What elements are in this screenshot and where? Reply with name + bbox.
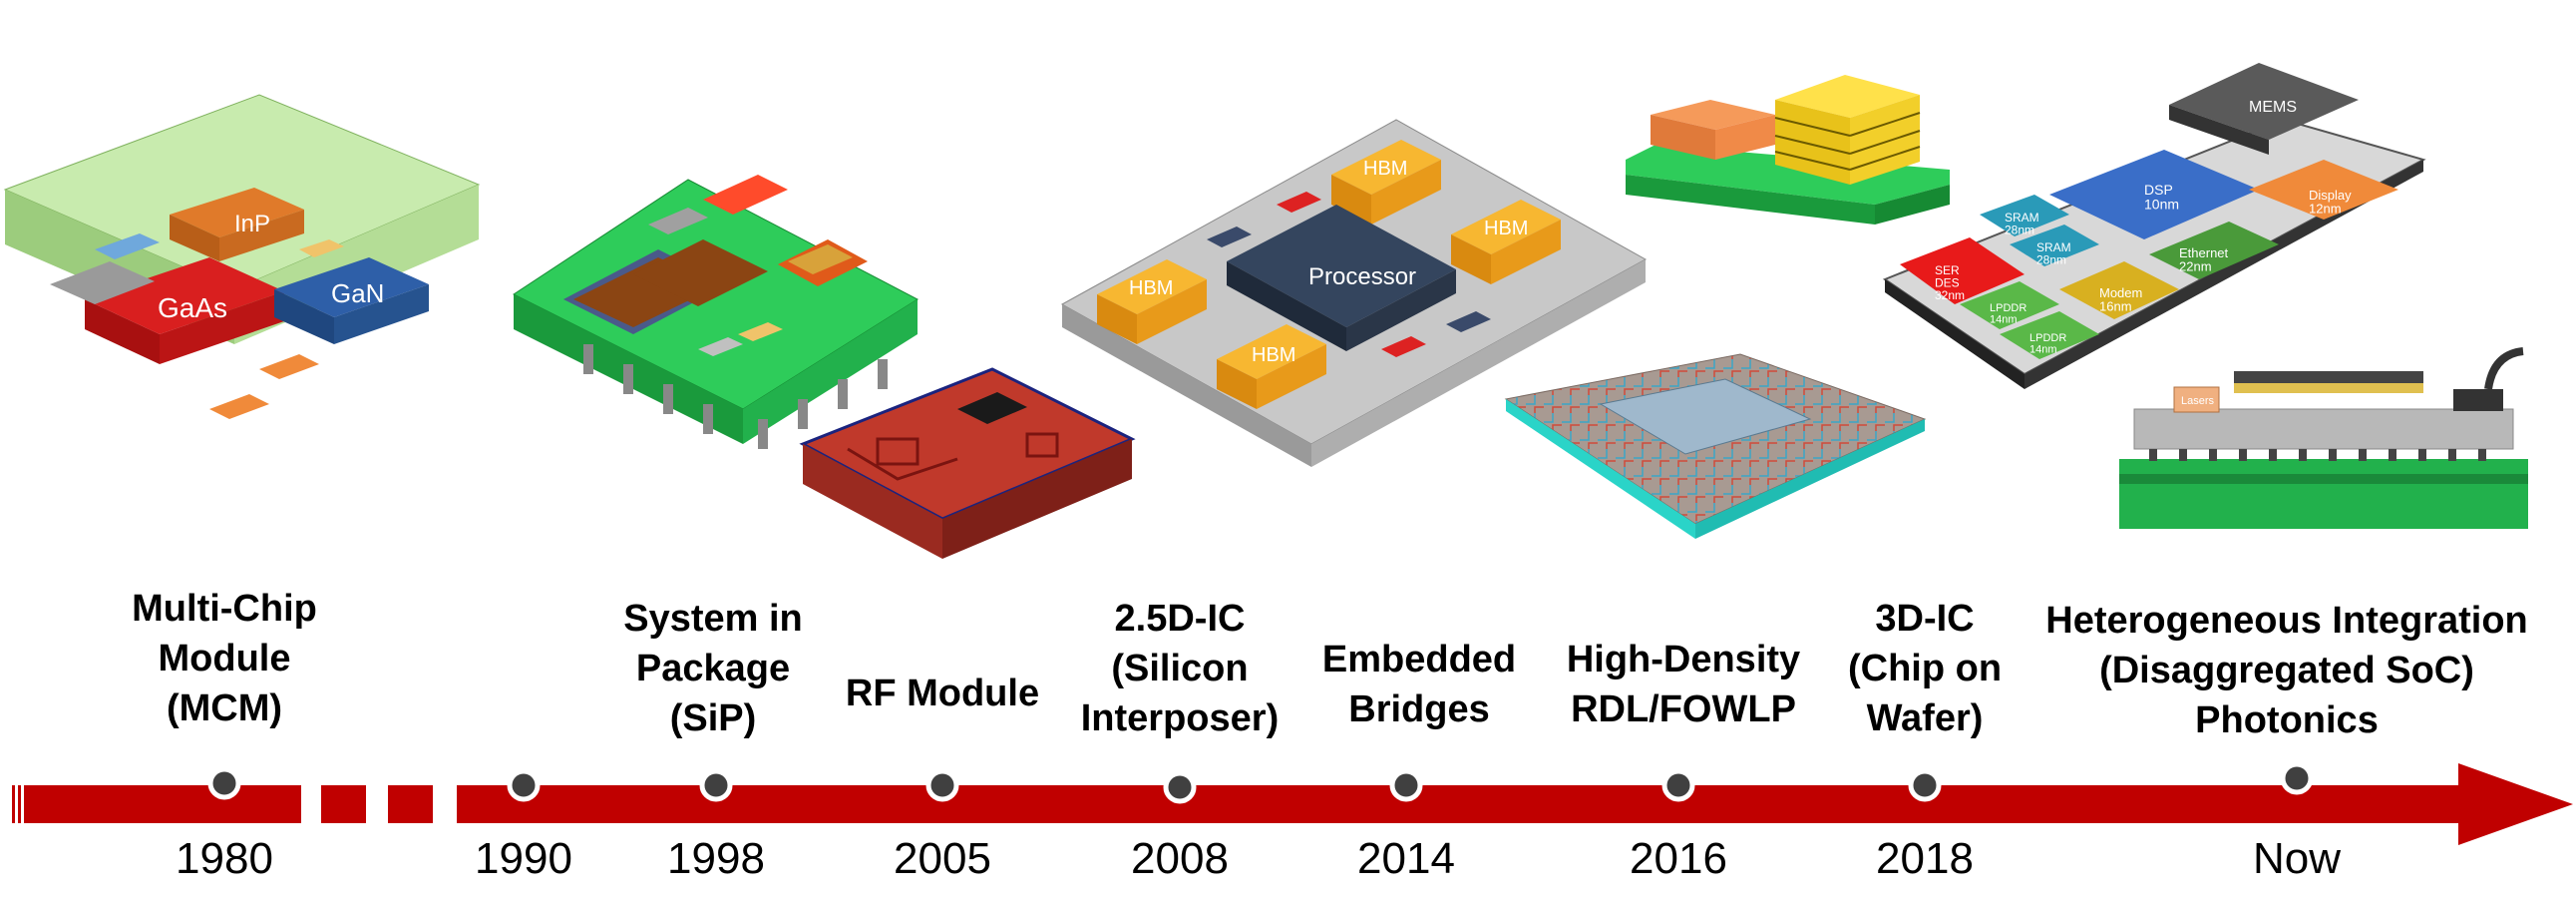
- timeline-arrow: [12, 763, 2573, 845]
- milestone-label-3dic: 3D-IC (Chip on Wafer): [1847, 598, 2003, 739]
- hbm-stack-top: HBM: [1331, 140, 1441, 225]
- milestone-label-rf: RF Module: [845, 673, 1040, 714]
- timeline-dots: [207, 761, 2314, 804]
- soc-label-sram-1: SRAM 28nm: [2005, 211, 2039, 237]
- hbm-label-2: HBM: [1484, 218, 1528, 239]
- soc-label-ethernet: Ethernet 22nm: [2179, 245, 2229, 274]
- embedded-bridge-illustration: [1626, 75, 1950, 225]
- soc-label-display: Display 12nm: [2309, 188, 2352, 217]
- hbm-label-1: HBM: [1363, 158, 1407, 180]
- year-label-2008: 2008: [1131, 834, 1229, 883]
- mcm-package-illustration: InP GaAs GaN: [3, 94, 481, 419]
- milestone-label-mcm: Multi-Chip Module (MCM): [132, 588, 317, 729]
- year-label-1990: 1990: [475, 834, 572, 883]
- year-label-2005: 2005: [894, 834, 991, 883]
- processor-die: Processor: [1227, 205, 1456, 351]
- milestone-label-heterogeneous: Heterogeneous Integration (Disaggregated…: [2045, 600, 2528, 741]
- milestone-label-interposer: 2.5D-IC (Silicon Interposer): [1080, 598, 1280, 739]
- rf-module-illustration: [799, 367, 1136, 559]
- year-label-now: Now: [2252, 834, 2342, 883]
- hbm-stack-right: HBM: [1451, 200, 1561, 284]
- soc-label-dsp: DSP 10nm: [2144, 182, 2179, 213]
- soc-label-mems: MEMS: [2249, 99, 2297, 116]
- photonics-illustration: Lasers: [2119, 347, 2528, 529]
- soc-label-modem: Modem 16nm: [2099, 285, 2142, 314]
- mcm-chip-label-inp: InP: [234, 211, 270, 237]
- hbm-stack-left: HBM: [1097, 259, 1207, 344]
- mcm-chip-label-gaas: GaAs: [158, 292, 227, 323]
- soc-label-sram-2: SRAM 28nm: [2036, 240, 2071, 267]
- soc-label-lpddr-1: LPDDR 14nm: [1990, 302, 2026, 326]
- year-label-1998: 1998: [667, 834, 765, 883]
- interposer-illustration: HBM HBM HBM HBM: [1060, 119, 1648, 467]
- disaggregated-soc-illustration: MEMS DSP 10nm Display 12nm SRAM 28nm SRAM 28…: [1882, 63, 2426, 389]
- milestone-label-rdl: High-Density RDL/FOWLP: [1566, 639, 1801, 730]
- soc-label-lpddr-2: LPDDR 14nm: [2029, 332, 2066, 356]
- processor-label: Processor: [1308, 263, 1416, 290]
- milestone-label-sip: System in Package (SiP): [623, 598, 803, 739]
- milestone-label-bridges: Embedded Bridges: [1321, 639, 1517, 730]
- year-label-1980: 1980: [176, 834, 273, 883]
- soc-label-serdes: SER DES 32nm: [1935, 263, 1965, 302]
- mcm-chip-label-gan: GaN: [331, 278, 384, 308]
- year-label-2016: 2016: [1630, 834, 1727, 883]
- hbm-label-3: HBM: [1129, 277, 1173, 299]
- year-label-2014: 2014: [1357, 834, 1455, 883]
- laser-label: Lasers: [2181, 395, 2215, 407]
- year-label-2018: 2018: [1876, 834, 1974, 883]
- hbm-stack-bottom: HBM: [1217, 324, 1326, 409]
- hbm-label-4: HBM: [1252, 344, 1295, 366]
- rdl-fowlp-illustration: [1504, 353, 1927, 539]
- sip-package-illustration: [512, 175, 920, 449]
